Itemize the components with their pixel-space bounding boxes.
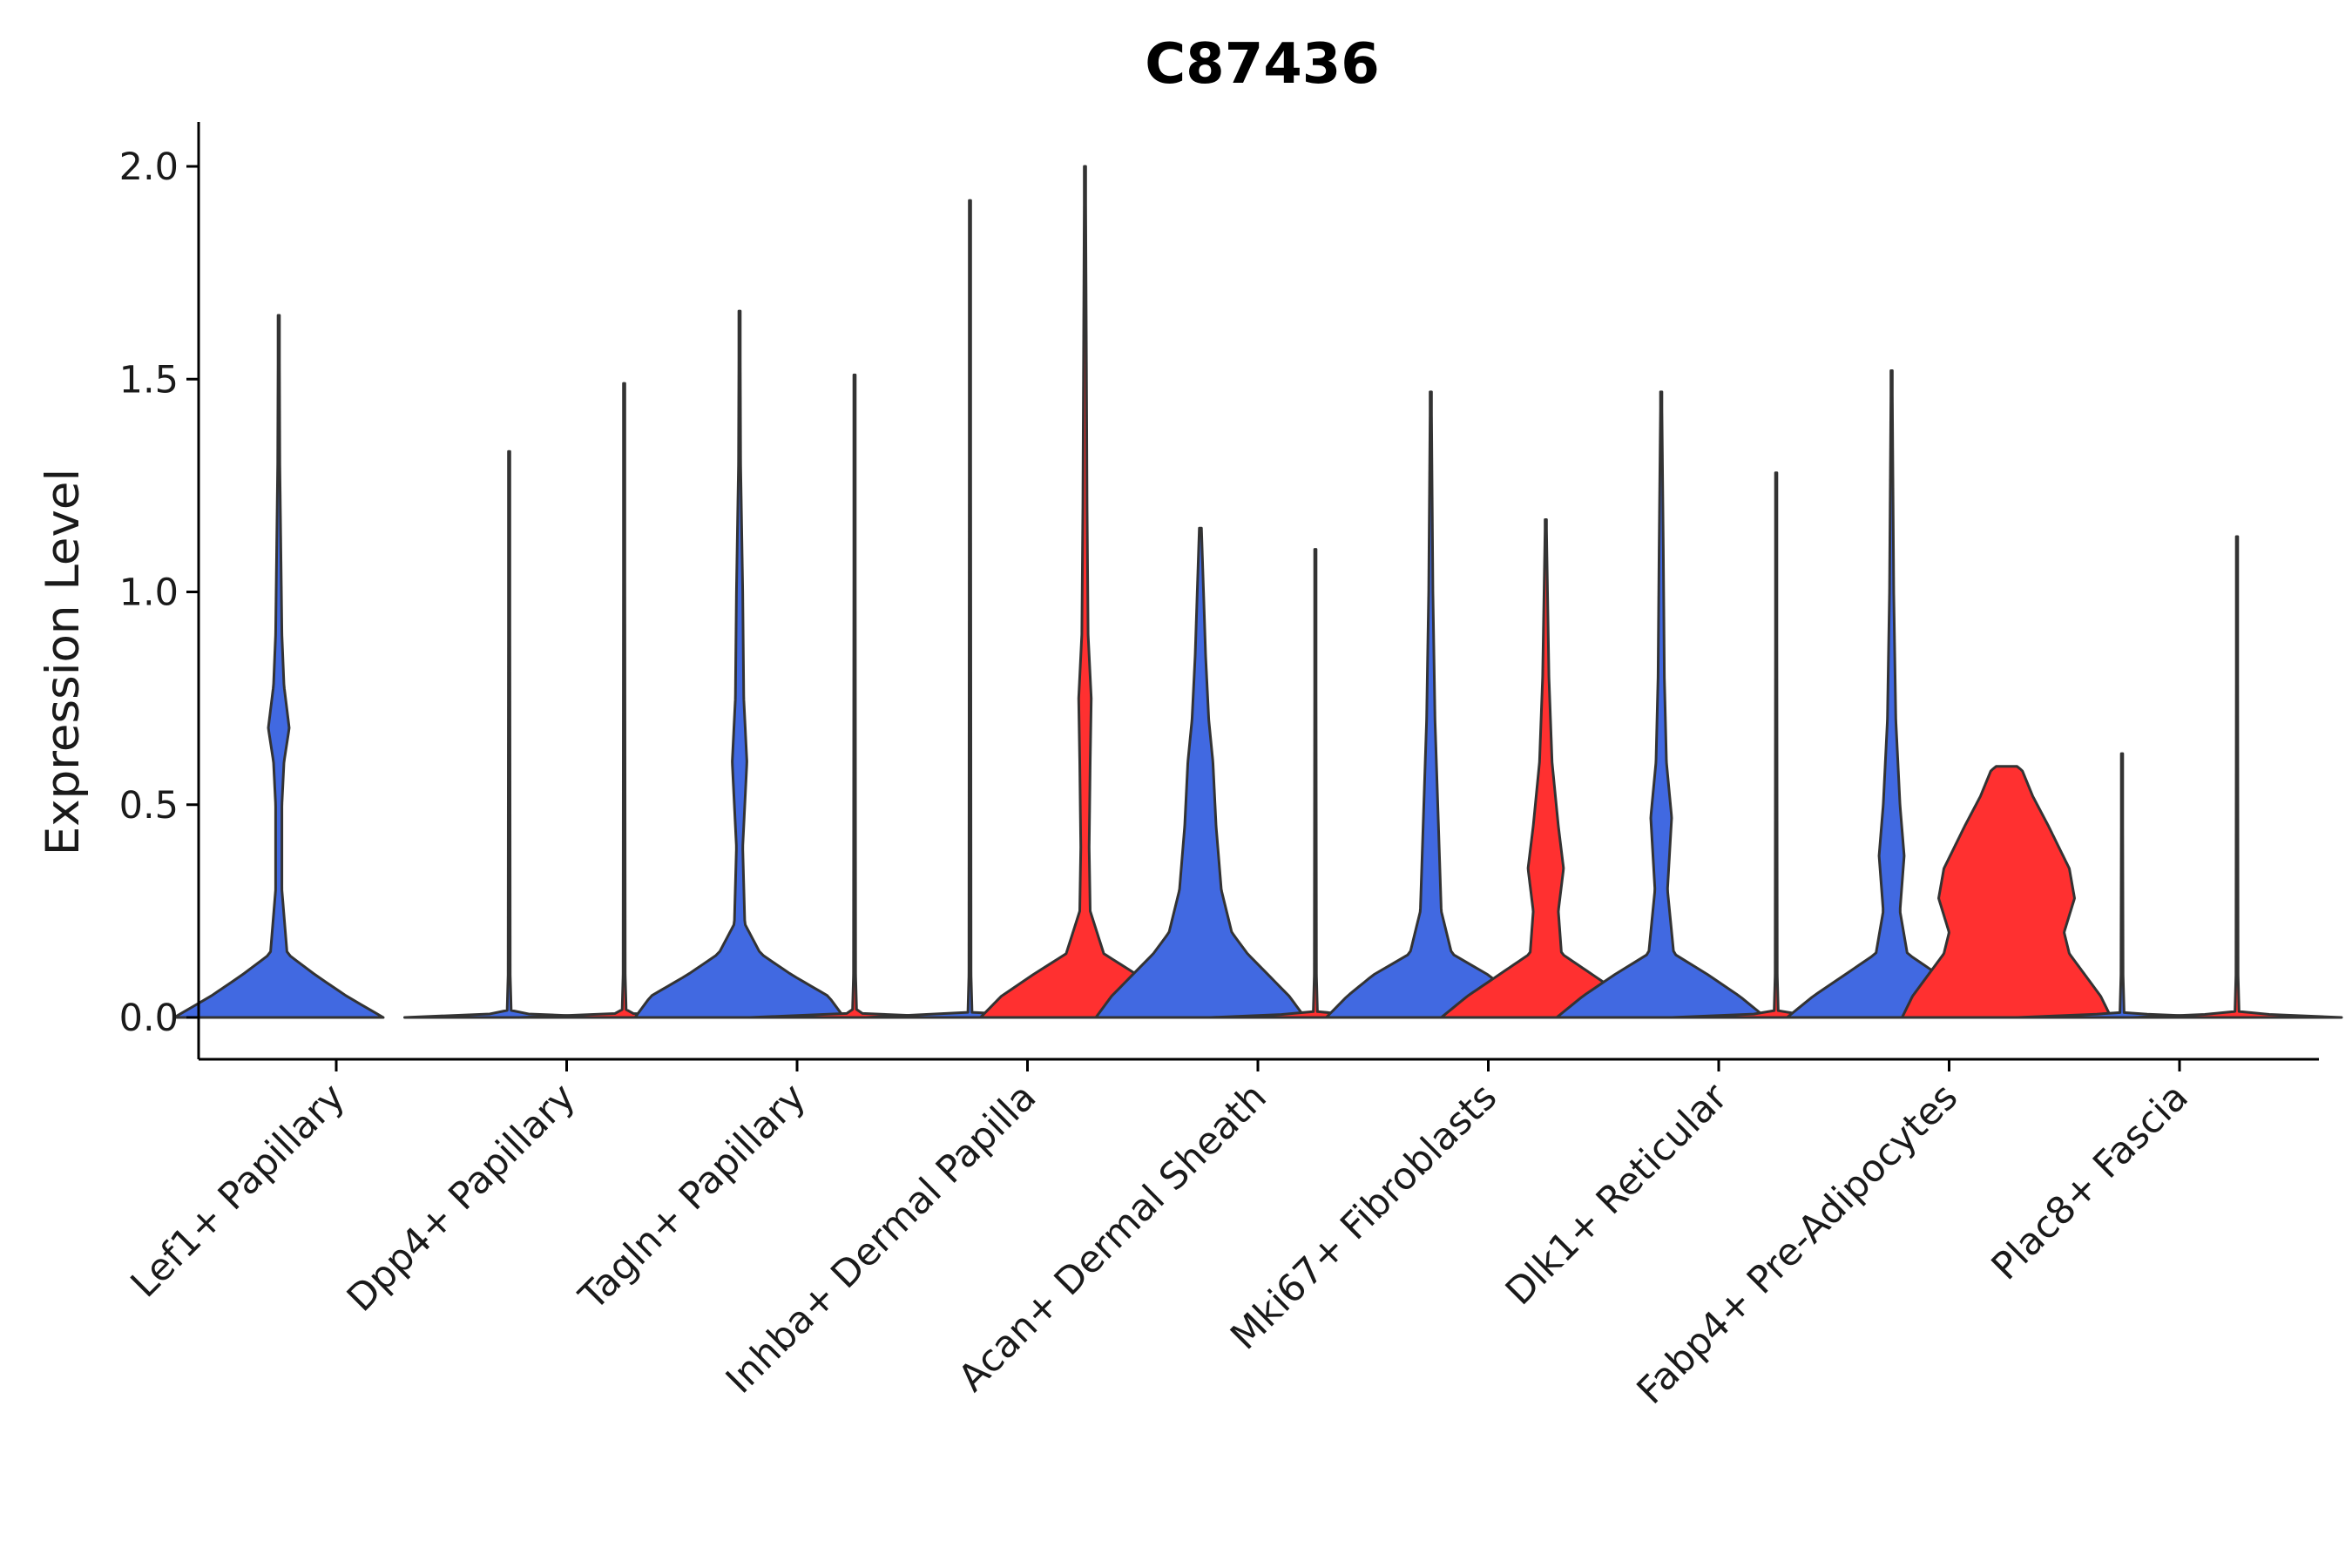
y-tick-label: 1.5 [119, 358, 179, 402]
violin-group1 [1555, 390, 1767, 1019]
x-tick-label: Dlk1+ Reticular [1497, 1075, 1736, 1314]
y-ticks: 0.0 0.5 1.0 1.5 2.0 [119, 145, 199, 1040]
violin-group2 [2131, 535, 2343, 1019]
violin-group1 [633, 309, 846, 1019]
x-tick-label: Mki67+ Fibroblasts [1222, 1075, 1505, 1358]
violin-group2 [1440, 517, 1652, 1019]
violin-group1 [1325, 390, 1537, 1019]
violin-group2 [1901, 765, 2112, 1019]
violin-group1 [864, 199, 1076, 1019]
violin-group2 [979, 165, 1191, 1019]
violin-group1 [1786, 368, 1997, 1019]
violin-group1 [1094, 526, 1307, 1019]
y-tick-label: 0.5 [119, 784, 179, 828]
violin-group2 [1209, 548, 1422, 1019]
violin-group1 [403, 449, 615, 1019]
y-tick-label: 2.0 [119, 145, 179, 189]
violin-group1 [172, 314, 385, 1019]
x-tick-label: Dpp4+ Papillary [339, 1075, 584, 1320]
y-tick-label: 1.0 [119, 571, 179, 615]
x-tick-label: Plac8+ Fascia [1984, 1075, 2197, 1288]
violin-group2 [748, 373, 961, 1019]
violin-group2 [1670, 471, 1882, 1019]
x-tick-label: Lef1+ Papillary [123, 1075, 354, 1306]
chart-title: C87436 [1145, 32, 1380, 97]
y-axis-title: Expression Level [37, 469, 90, 855]
y-tick-label: 0.0 [119, 997, 179, 1040]
violin-group2 [518, 382, 730, 1019]
violin-layer [172, 165, 2343, 1019]
violin-group1 [2016, 752, 2228, 1019]
x-tick-label: Tagln+ Papillary [571, 1075, 814, 1319]
